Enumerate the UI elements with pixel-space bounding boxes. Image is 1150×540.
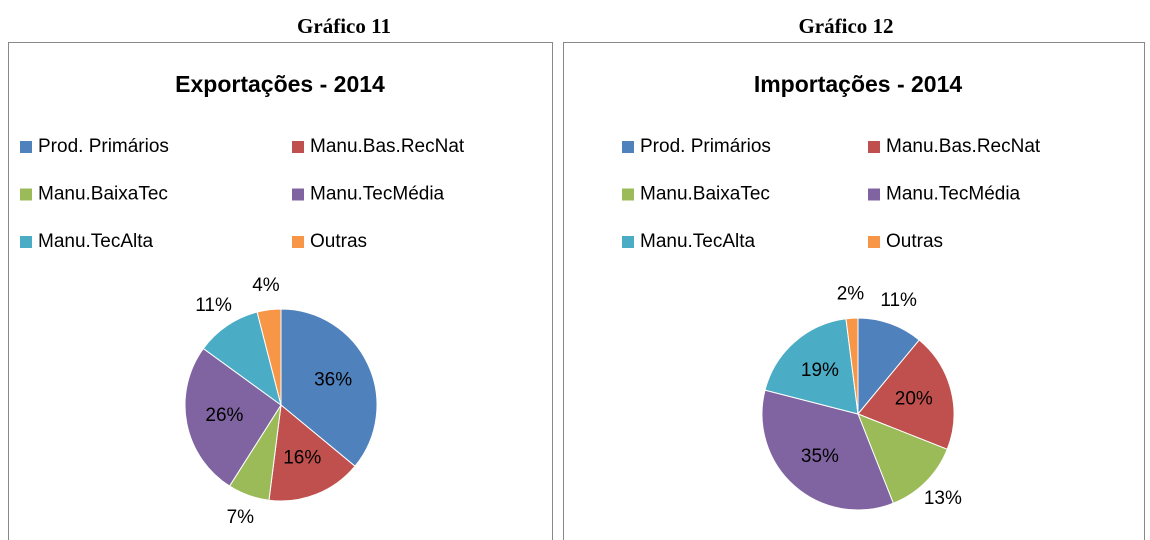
pie-slice bbox=[764, 318, 859, 415]
pie-slice bbox=[857, 413, 948, 504]
legend-swatch bbox=[622, 188, 634, 201]
caption: Gráfico 12 bbox=[798, 14, 893, 38]
data-label: 7% bbox=[227, 507, 255, 528]
chart-title: Importações - 2014 bbox=[754, 71, 963, 97]
legend-swatch bbox=[20, 236, 32, 248]
data-label: 11% bbox=[880, 290, 917, 311]
caption: Gráfico 11 bbox=[297, 14, 391, 38]
legend-swatch bbox=[292, 188, 304, 201]
panel-frame bbox=[8, 42, 553, 540]
legend-label: Manu.TecMédia bbox=[310, 184, 445, 205]
legend-swatch bbox=[20, 141, 32, 153]
legend-label: Manu.TecMédia bbox=[886, 184, 1021, 205]
legend-swatch bbox=[868, 188, 880, 201]
legend-label: Manu.TecAlta bbox=[38, 231, 154, 252]
data-label: 35% bbox=[801, 446, 839, 467]
pie-slice bbox=[256, 308, 282, 406]
legend-swatch bbox=[868, 141, 880, 153]
legend-label: Manu.TecAlta bbox=[640, 231, 756, 252]
pie-slice bbox=[268, 404, 356, 502]
panel-frame bbox=[563, 42, 1145, 540]
legend-swatch bbox=[20, 188, 32, 201]
pie-slice bbox=[280, 308, 378, 467]
data-label: 36% bbox=[314, 369, 352, 390]
legend-swatch bbox=[622, 236, 634, 248]
legend-label: Outras bbox=[310, 231, 367, 252]
legend-label: Prod. Primários bbox=[640, 136, 771, 157]
pie-slice bbox=[845, 317, 859, 415]
legend-swatch bbox=[292, 141, 304, 153]
data-label: 16% bbox=[283, 448, 321, 469]
data-label: 26% bbox=[205, 405, 243, 426]
legend-label: Manu.Bas.RecNat bbox=[310, 136, 465, 157]
pie-slice bbox=[857, 317, 920, 416]
legend-label: Manu.Bas.RecNat bbox=[886, 136, 1041, 157]
pie-slice bbox=[857, 339, 955, 450]
pie-slice bbox=[202, 311, 282, 407]
legend-swatch bbox=[292, 236, 304, 248]
data-label: 11% bbox=[195, 295, 232, 316]
data-label: 2% bbox=[837, 283, 865, 304]
chart-title: Exportações - 2014 bbox=[175, 71, 385, 97]
legend-label: Outras bbox=[886, 231, 943, 252]
legend-label: Manu.BaixaTec bbox=[640, 184, 770, 205]
legend-swatch bbox=[868, 236, 880, 248]
data-label: 4% bbox=[252, 275, 280, 296]
pie-slice bbox=[184, 347, 282, 487]
data-label: 13% bbox=[924, 488, 962, 509]
pie-slice bbox=[761, 389, 894, 511]
data-label: 19% bbox=[801, 360, 839, 381]
data-label: 20% bbox=[895, 389, 933, 410]
legend-swatch bbox=[622, 141, 634, 153]
legend-label: Manu.BaixaTec bbox=[38, 184, 168, 205]
legend-label: Prod. Primários bbox=[38, 136, 169, 157]
